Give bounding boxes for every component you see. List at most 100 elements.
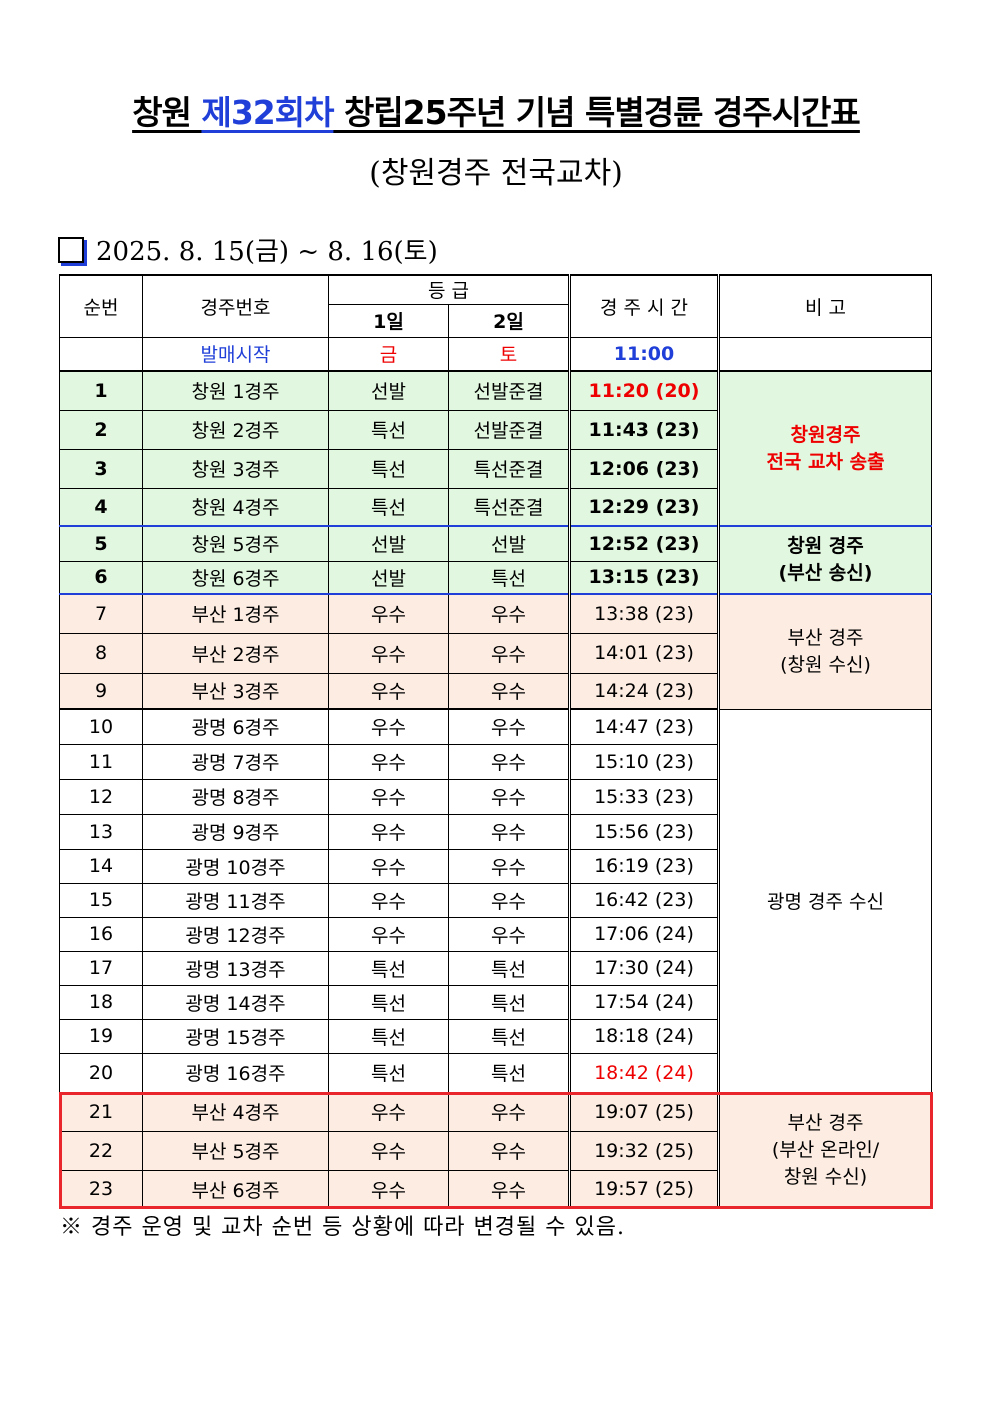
grade-day1: 특선 <box>328 409 449 450</box>
grade-day1: 우수 <box>328 916 449 952</box>
table-row: 11 광명 7경주 우수 우수 15:10 (23) <box>59 743 932 780</box>
race-name: 광명 13경주 <box>142 950 329 986</box>
race-name: 광명 10경주 <box>142 848 329 884</box>
grade-day2: 우수 <box>448 1169 570 1209</box>
race-time: 18:42 (24) <box>568 1052 720 1093</box>
grade-day1: 특선 <box>328 950 449 986</box>
remark-busan-receive: 부산 경주 (창원 수신) <box>718 593 932 710</box>
race-time: 13:38 (23) <box>568 593 720 634</box>
grade-day1: 우수 <box>328 778 449 815</box>
grade-day1: 우수 <box>328 743 449 780</box>
race-no: 12 <box>59 778 143 815</box>
race-time: 16:19 (23) <box>568 848 720 884</box>
header-no: 순번 <box>59 274 143 338</box>
race-no: 2 <box>59 409 143 450</box>
race-no: 7 <box>59 593 143 634</box>
grade-day2: 우수 <box>448 1091 570 1132</box>
table-row: 8 부산 2경주 우수 우수 14:01 (23) <box>59 632 932 674</box>
page-subtitle: (창원경주 전국교차) <box>369 156 623 191</box>
grade-day2: 선발 <box>448 525 570 562</box>
sale-row-note <box>718 336 932 372</box>
race-no: 4 <box>59 487 143 527</box>
sale-start-label: 발매시작 <box>142 336 329 372</box>
grade-day1: 우수 <box>328 1091 449 1132</box>
race-time: 16:42 (23) <box>568 882 720 918</box>
race-time: 15:33 (23) <box>568 778 720 815</box>
grade-day2: 우수 <box>448 708 570 745</box>
race-no: 20 <box>59 1052 143 1093</box>
race-no: 10 <box>59 708 143 745</box>
race-name: 부산 2경주 <box>142 632 329 674</box>
grade-day1: 특선 <box>328 1052 449 1093</box>
sale-day2: 토 <box>448 336 570 372</box>
race-no: 18 <box>59 984 143 1020</box>
race-time: 12:52 (23) <box>568 525 720 562</box>
grade-day1: 우수 <box>328 882 449 918</box>
race-no: 22 <box>59 1130 143 1171</box>
race-time: 17:30 (24) <box>568 950 720 986</box>
race-name: 광명 16경주 <box>142 1052 329 1093</box>
race-no: 13 <box>59 813 143 850</box>
grade-day2: 특선준결 <box>448 487 570 527</box>
grade-day1: 우수 <box>328 708 449 745</box>
grade-day2: 우수 <box>448 882 570 918</box>
race-no: 19 <box>59 1018 143 1054</box>
race-time: 14:47 (23) <box>568 708 720 745</box>
grade-day1: 우수 <box>328 672 449 710</box>
race-name: 광명 12경주 <box>142 916 329 952</box>
header-grade: 등 급 <box>328 274 570 305</box>
grade-day2: 특선 <box>448 560 570 595</box>
grade-day2: 우수 <box>448 743 570 780</box>
grade-day2: 우수 <box>448 848 570 884</box>
grade-day2: 우수 <box>448 916 570 952</box>
race-name: 창원 5경주 <box>142 525 329 562</box>
grade-day1: 특선 <box>328 1018 449 1054</box>
race-name: 광명 6경주 <box>142 708 329 745</box>
grade-day1: 우수 <box>328 813 449 850</box>
date-range-text: 2025. 8. 15(금) ~ 8. 16(토) <box>96 237 438 267</box>
table-row: 9 부산 3경주 우수 우수 14:24 (23) <box>59 672 932 710</box>
remark-busan-online: 부산 경주 (부산 온라인/창원 수신) <box>718 1091 932 1209</box>
race-name: 창원 4경주 <box>142 487 329 527</box>
race-time: 15:10 (23) <box>568 743 720 780</box>
race-time: 12:29 (23) <box>568 487 720 527</box>
grade-day2: 선발준결 <box>448 409 570 450</box>
grade-day1: 선발 <box>328 560 449 595</box>
race-name: 부산 1경주 <box>142 593 329 634</box>
grade-day2: 우수 <box>448 632 570 674</box>
grade-day1: 선발 <box>328 370 449 411</box>
grade-day1: 우수 <box>328 593 449 634</box>
grade-day2: 우수 <box>448 778 570 815</box>
page-title: 창원 제32회차 창립25주년 기념 특별경륜 경주시간표 <box>132 93 861 132</box>
table-row: 12 광명 8경주 우수 우수 15:33 (23) <box>59 778 932 815</box>
race-name: 부산 3경주 <box>142 672 329 710</box>
race-time: 19:32 (25) <box>568 1130 720 1171</box>
race-name: 부산 6경주 <box>142 1169 329 1209</box>
grade-day1: 우수 <box>328 1169 449 1209</box>
race-name: 광명 8경주 <box>142 778 329 815</box>
header-time: 경 주 시 간 <box>568 274 720 338</box>
date-range: 2025. 8. 15(금) ~ 8. 16(토) <box>58 231 438 268</box>
race-name: 광명 15경주 <box>142 1018 329 1054</box>
header-race: 경주번호 <box>142 274 329 338</box>
race-no: 14 <box>59 848 143 884</box>
table-row: 6 창원 6경주 선발 특선 13:15 (23) <box>59 560 932 595</box>
grade-day2: 선발준결 <box>448 370 570 411</box>
table-row: 1 창원 1경주 선발 선발준결 11:20 (20) 창원경주 전국 교차 송출 <box>59 370 932 527</box>
race-name: 창원 3경주 <box>142 448 329 489</box>
grade-day2: 우수 <box>448 593 570 634</box>
table-row: 5 창원 5경주 선발 선발 12:52 (23) 창원 경주 (부산 송신) <box>59 525 932 595</box>
race-name: 광명 14경주 <box>142 984 329 1020</box>
race-no: 1 <box>59 370 143 411</box>
table-row: 21 부산 4경주 우수 우수 19:07 (25) 부산 경주 (부산 온라인/… <box>59 1091 932 1209</box>
race-name: 창원 6경주 <box>142 560 329 595</box>
race-time: 18:18 (24) <box>568 1018 720 1054</box>
header-day1: 1일 <box>328 303 449 338</box>
race-no: 9 <box>59 672 143 710</box>
remark-changwon-broadcast: 창원경주 전국 교차 송출 <box>718 370 932 527</box>
grade-day2: 특선 <box>448 1018 570 1054</box>
race-no: 16 <box>59 916 143 952</box>
race-name: 창원 2경주 <box>142 409 329 450</box>
grade-day2: 우수 <box>448 1130 570 1171</box>
race-name: 부산 4경주 <box>142 1091 329 1132</box>
